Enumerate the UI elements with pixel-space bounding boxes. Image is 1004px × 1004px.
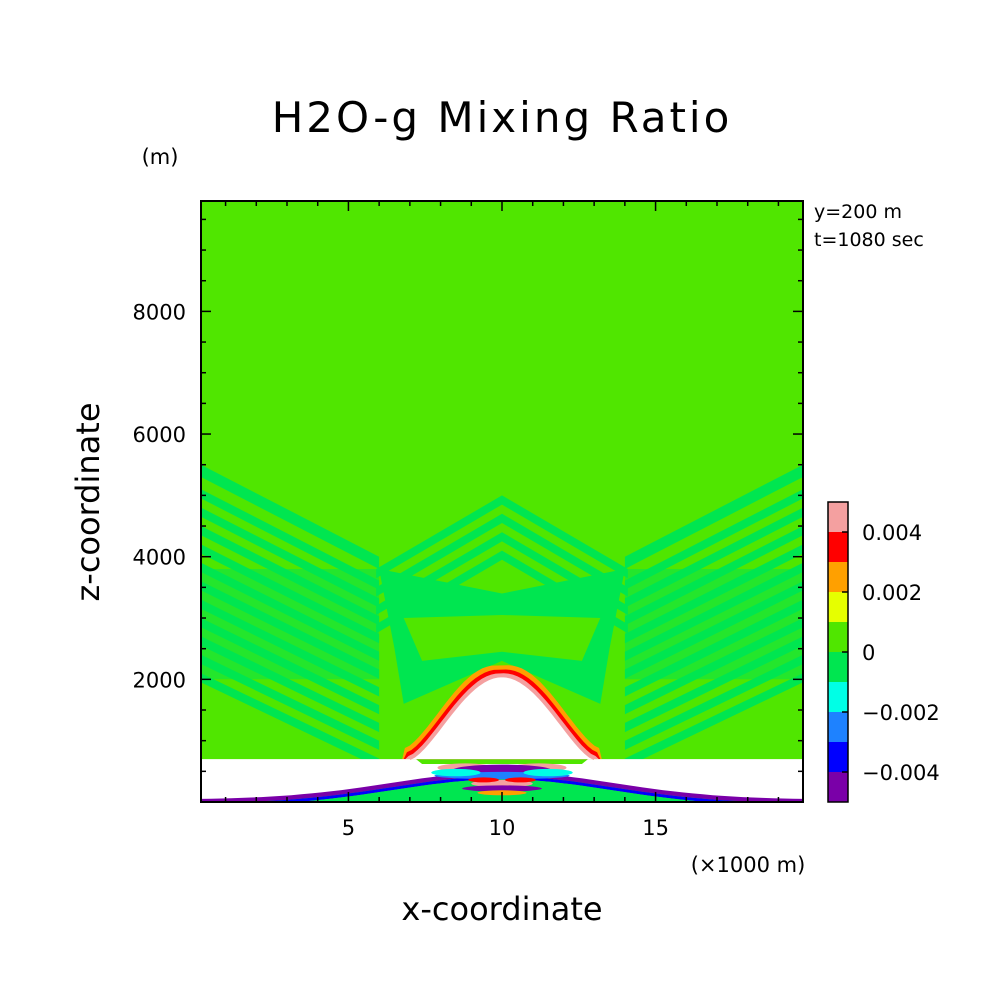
colorbar-swatch <box>828 532 848 562</box>
turbulence-cell <box>468 777 499 783</box>
turbulence-cell <box>462 785 542 792</box>
colorbar-tick-label: 0.004 <box>862 521 922 545</box>
x-unit-label: (×1000 m) <box>691 853 806 877</box>
y-axis-label: z-coordinate <box>69 402 107 601</box>
colorbar-tick-label: 0 <box>862 641 875 665</box>
x-axis-label: x-coordinate <box>401 890 602 928</box>
lee-region-right <box>624 569 803 680</box>
wave-band-right <box>624 489 803 590</box>
colorbar-swatch <box>828 622 848 652</box>
chart-title: H2O-g Mixing Ratio <box>272 93 733 142</box>
axis-tick-labels: 5 10 15 2000 4000 6000 8000 <box>133 300 669 840</box>
colorbar-tick-label: −0.002 <box>862 701 940 725</box>
x-tick-label: 10 <box>489 816 516 840</box>
x-tick-label: 15 <box>642 816 669 840</box>
turbulence-cell <box>505 777 536 783</box>
masked-dome <box>409 676 595 760</box>
colorbar-swatch <box>828 592 848 622</box>
colorbar-tick-label: −0.004 <box>862 761 940 785</box>
colorbar-swatch <box>828 742 848 772</box>
wave-band-left <box>201 464 380 569</box>
annotation-t: t=1080 sec <box>814 229 924 251</box>
colorbar-swatch <box>828 772 848 802</box>
colorbar-tick-label: 0.002 <box>862 581 922 605</box>
colorbar-swatch <box>828 652 848 682</box>
colorbar-swatch <box>828 562 848 592</box>
colorbar-swatch <box>828 712 848 742</box>
inner-arch <box>403 615 601 661</box>
y-tick-label: 6000 <box>133 423 186 447</box>
y-tick-label: 8000 <box>133 300 186 324</box>
y-tick-label: 4000 <box>133 546 186 570</box>
axis-ticks <box>201 201 803 802</box>
dome-outline <box>409 675 595 760</box>
lee-region-left <box>201 569 380 680</box>
turbulence-cell <box>523 768 573 777</box>
annotation-y: y=200 m <box>814 201 902 223</box>
x-tick-label: 5 <box>342 816 355 840</box>
mountain-edge-outer <box>201 772 803 802</box>
wave-band-left <box>201 489 380 590</box>
y-tick-label: 2000 <box>133 668 186 692</box>
wave-band-left <box>201 673 380 768</box>
colorbar-swatch <box>828 682 848 712</box>
wave-band-right <box>624 673 803 768</box>
colorbar-swatch <box>828 502 848 532</box>
mountain-edge-inner <box>201 776 803 802</box>
colorbar: −0.004 −0.002 0 0.002 0.004 <box>827 501 940 803</box>
turbulence-cell <box>431 768 481 777</box>
plot-area <box>201 201 803 802</box>
wave-band-right <box>624 464 803 569</box>
y-unit-label: (m) <box>142 145 179 169</box>
